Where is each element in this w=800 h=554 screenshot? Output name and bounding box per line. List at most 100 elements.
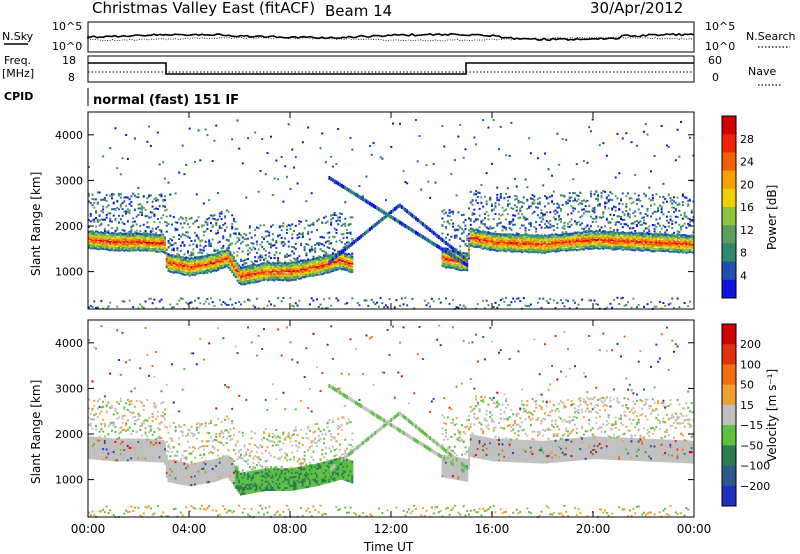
power-cell	[310, 297, 313, 300]
power-cell	[133, 220, 136, 223]
power-cell	[632, 227, 635, 230]
power-cell	[676, 230, 679, 233]
power-cell	[476, 243, 479, 246]
power-cell	[324, 161, 327, 164]
power-cell	[499, 237, 502, 240]
power-cell	[287, 276, 290, 280]
power-cell	[600, 245, 603, 248]
power-cell	[199, 261, 202, 264]
power-cell	[110, 242, 113, 246]
power-cell	[653, 210, 656, 213]
power-cell	[183, 222, 186, 225]
power-cell	[623, 235, 626, 239]
power-cell	[468, 229, 470, 232]
power-cell	[261, 273, 264, 276]
power-cell	[220, 303, 223, 306]
power-cell	[549, 235, 552, 239]
power-cell	[254, 234, 257, 237]
power-cell	[340, 267, 343, 271]
velocity-cell	[93, 399, 96, 402]
power-cell	[284, 278, 287, 281]
power-cell	[524, 304, 527, 307]
power-cell	[259, 243, 262, 246]
power-cell	[316, 269, 318, 272]
power-cell	[88, 200, 90, 203]
power-cell	[673, 248, 676, 251]
power-cell	[623, 213, 626, 216]
power-cell	[692, 231, 695, 234]
power-cell	[132, 236, 135, 240]
power-cell	[248, 281, 251, 285]
power-cell	[204, 300, 207, 303]
power-cell	[644, 234, 647, 237]
power-cell	[600, 243, 603, 246]
power-cell	[441, 251, 444, 254]
power-cell	[568, 240, 571, 243]
power-cell	[247, 271, 250, 275]
power-cell	[648, 238, 651, 242]
power-cell	[202, 271, 205, 275]
power-cell	[351, 270, 354, 274]
power-cell	[625, 132, 628, 135]
power-cell	[565, 202, 568, 205]
power-cell	[303, 227, 306, 230]
power-cell	[301, 268, 304, 271]
power-cell	[215, 249, 218, 252]
power-cell	[293, 267, 295, 270]
power-cell	[443, 262, 446, 266]
power-cell	[667, 210, 670, 213]
power-cell	[369, 145, 371, 148]
power-cell	[116, 240, 119, 243]
power-cell	[531, 248, 534, 251]
power-cell	[100, 245, 103, 248]
power-cell	[278, 276, 281, 279]
power-cell	[618, 240, 621, 243]
power-cell	[149, 216, 152, 219]
power-cell	[379, 218, 382, 223]
power-cell	[245, 273, 248, 277]
power-cell	[153, 247, 156, 250]
power-cell	[360, 234, 363, 239]
power-cell	[296, 276, 299, 280]
power-cell	[588, 247, 591, 250]
power-cell	[257, 280, 260, 283]
power-cell	[662, 224, 665, 227]
power-cell	[459, 255, 462, 258]
power-cell	[95, 237, 98, 240]
power-cell	[294, 224, 297, 227]
power-cell	[287, 240, 290, 243]
velocity-cell	[91, 453, 94, 456]
power-cell	[347, 244, 350, 249]
power-cell	[261, 267, 264, 270]
power-cell	[243, 274, 246, 277]
power-cell	[607, 194, 610, 197]
power-cell	[202, 249, 205, 252]
power-cell	[579, 216, 582, 219]
power-cell	[245, 262, 248, 265]
power-cell	[282, 269, 285, 272]
velocity-cell	[88, 440, 90, 443]
power-cell	[264, 230, 267, 233]
power-cell	[225, 254, 228, 257]
power-cell	[498, 235, 501, 238]
power-cell	[208, 242, 211, 245]
velocity-cell	[96, 447, 99, 450]
power-cell	[252, 281, 255, 284]
power-cell	[605, 247, 608, 250]
power-cell	[132, 224, 135, 227]
power-cell	[346, 236, 349, 239]
power-cell	[167, 257, 170, 260]
power-cell	[508, 202, 511, 205]
power-cell	[142, 196, 145, 199]
power-cell	[650, 235, 653, 238]
power-cell	[271, 274, 274, 277]
power-cell	[688, 218, 691, 221]
power-cell	[164, 251, 166, 255]
power-cell	[651, 247, 654, 250]
power-cell	[114, 243, 117, 246]
power-cell	[669, 243, 672, 247]
power-cell	[347, 231, 350, 234]
power-cell	[338, 265, 341, 269]
power-cell	[197, 268, 200, 272]
power-cell	[660, 235, 663, 238]
